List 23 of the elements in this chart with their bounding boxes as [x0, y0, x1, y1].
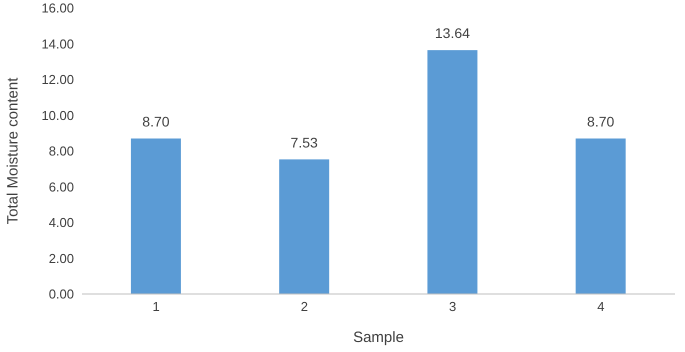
bar — [576, 138, 626, 294]
data-label: 8.70 — [587, 113, 615, 130]
x-tick-label: 4 — [597, 299, 604, 314]
data-label: 13.64 — [434, 25, 470, 42]
bar — [279, 159, 330, 294]
y-tick-label: 10.00 — [41, 108, 74, 123]
bar — [130, 138, 181, 294]
x-tick-label: 1 — [152, 299, 160, 314]
y-tick-label: 16.00 — [41, 0, 74, 16]
x-tick-label: 3 — [449, 299, 456, 314]
x-axis-title: Sample — [353, 329, 404, 346]
data-label: 7.53 — [290, 134, 318, 150]
y-tick-label: 12.00 — [41, 72, 74, 88]
data-label: 8.70 — [142, 113, 170, 130]
x-tick-label: 2 — [300, 299, 308, 314]
y-axis-title: Total Moisture content — [4, 76, 22, 224]
y-tick-label: 2.00 — [48, 250, 74, 266]
bar — [427, 50, 478, 294]
y-tick-label: 4.00 — [48, 215, 74, 230]
y-tick-label: 0.00 — [48, 286, 74, 302]
y-tick-label: 8.00 — [48, 144, 74, 159]
y-tick-label: 14.00 — [41, 36, 74, 52]
y-tick-label: 6.00 — [48, 179, 74, 194]
